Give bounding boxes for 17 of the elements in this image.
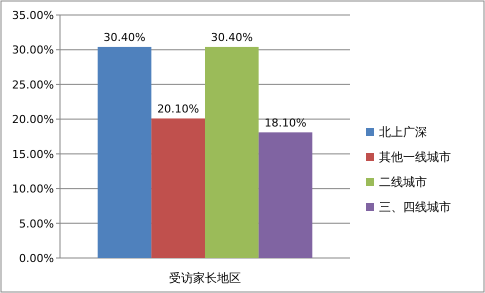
legend-label: 其他一线城市 bbox=[379, 150, 451, 164]
data-label: 18.10% bbox=[264, 116, 306, 130]
y-tick-label: 20.00% bbox=[12, 113, 54, 126]
y-tick-label: 15.00% bbox=[12, 148, 54, 161]
y-tick-label: 10.00% bbox=[12, 182, 54, 196]
y-tick-label: 30.00% bbox=[12, 44, 54, 57]
y-tick-label: 0.00% bbox=[19, 252, 54, 265]
y-tick-label: 35.00% bbox=[12, 9, 54, 22]
legend-label: 三、四线城市 bbox=[379, 200, 451, 214]
x-axis-title: 受访家长地区 bbox=[169, 271, 241, 285]
legend-label: 北上广深 bbox=[379, 125, 427, 139]
data-label: 30.40% bbox=[104, 30, 146, 44]
legend-label: 二线城市 bbox=[379, 175, 427, 189]
y-tick-label: 5.00% bbox=[19, 217, 54, 230]
y-tick-label: 25.00% bbox=[12, 78, 54, 92]
data-label: 30.40% bbox=[210, 30, 253, 44]
data-label: 20.10% bbox=[157, 102, 200, 116]
